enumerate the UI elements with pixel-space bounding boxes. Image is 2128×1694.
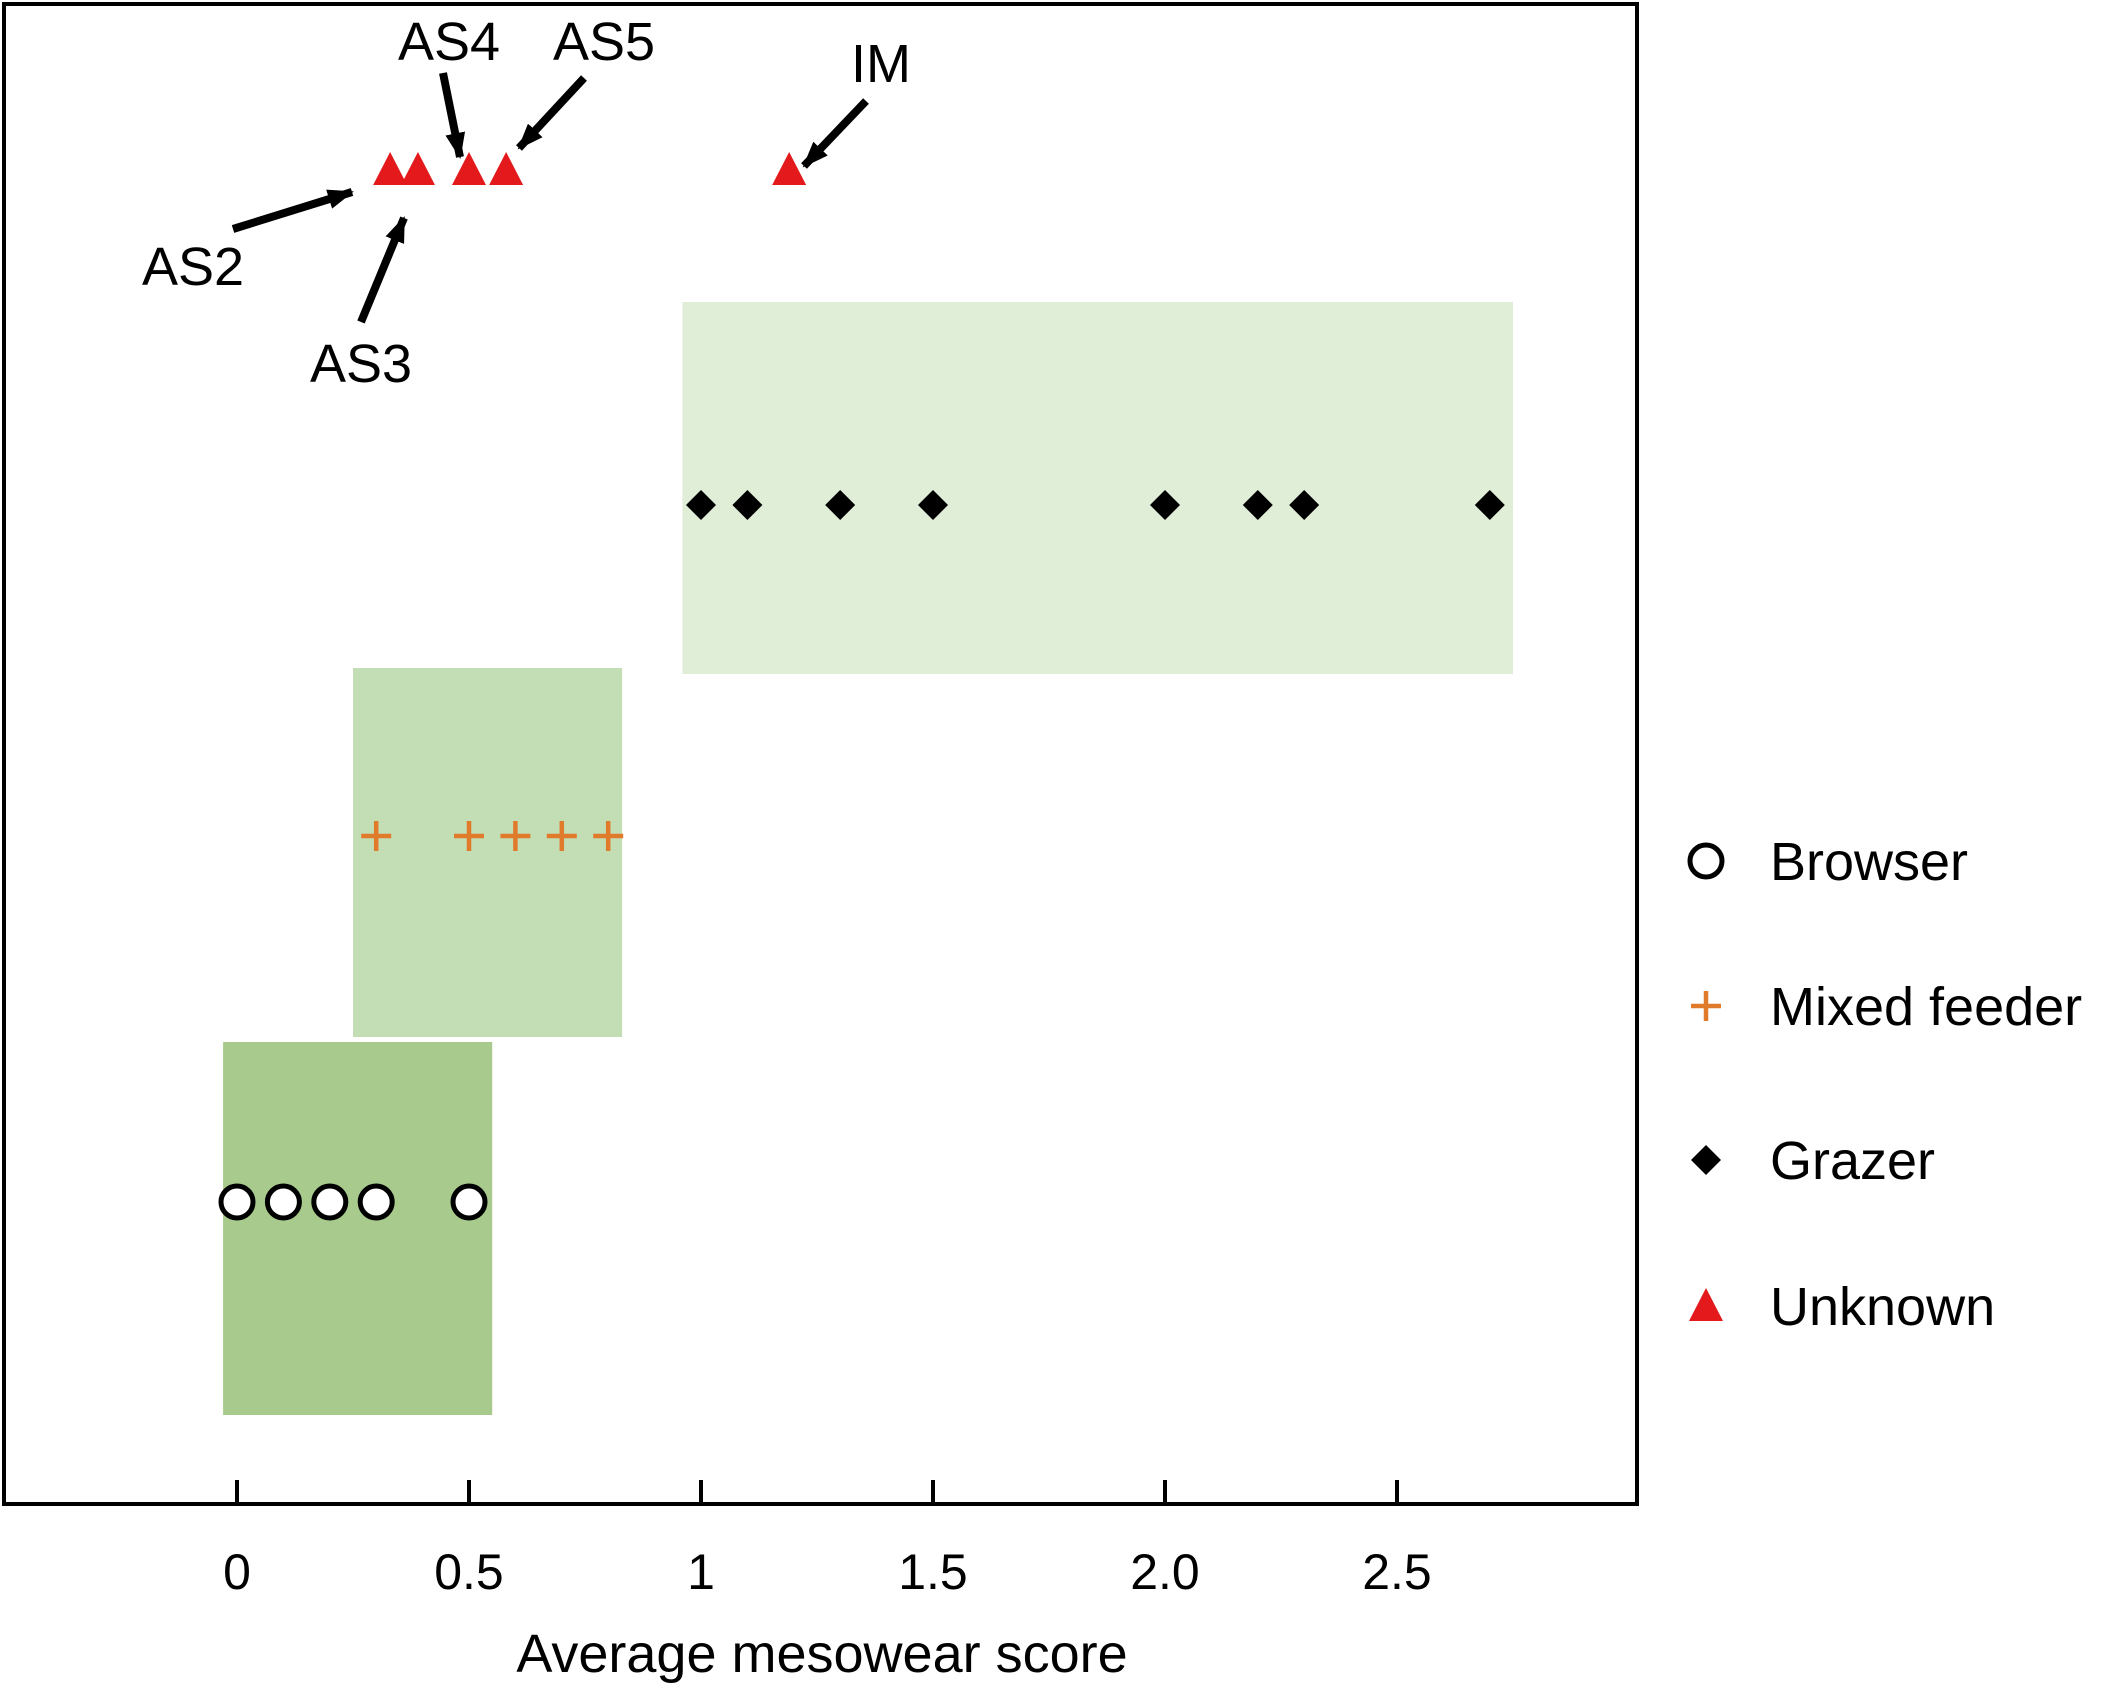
unknown-point bbox=[373, 152, 408, 185]
data-points bbox=[218, 152, 1505, 1221]
x-tick-label: 2.0 bbox=[1130, 1544, 1200, 1600]
annotation-arrow-as5 bbox=[516, 75, 587, 151]
legend-label-mixed-feeder: Mixed feeder bbox=[1770, 977, 2082, 1037]
grazer-point bbox=[1474, 490, 1505, 520]
unknown-point bbox=[452, 152, 486, 185]
legend-label-grazer: Grazer bbox=[1770, 1131, 1935, 1191]
grazer-point bbox=[918, 490, 948, 520]
shaded-ranges bbox=[223, 302, 1513, 1415]
legend: Browser Mixed feeder Grazer Unknown bbox=[1687, 832, 2082, 1337]
grazer-point bbox=[1289, 490, 1320, 520]
unknown-point bbox=[400, 152, 435, 185]
annotation-arrow-as2 bbox=[231, 188, 354, 233]
x-axis: 0 0.5 1 1.5 2.0 2.5 bbox=[223, 1480, 1432, 1600]
annotation-arrow-im bbox=[801, 98, 869, 169]
unknown-point bbox=[772, 152, 807, 185]
legend-label-browser: Browser bbox=[1770, 832, 1968, 892]
grazer-point bbox=[732, 490, 763, 520]
browser-point bbox=[357, 1183, 395, 1221]
x-tick-label: 1.5 bbox=[898, 1544, 968, 1600]
legend-marker-unknown bbox=[1689, 1288, 1723, 1321]
mixed-feeder-point bbox=[454, 821, 484, 851]
legend-marker-browser bbox=[1687, 842, 1725, 880]
x-axis-label: Average mesowear score bbox=[516, 1624, 1127, 1684]
annotations: AS2 AS3 AS4 AS5 IM bbox=[142, 12, 911, 394]
unknown-point bbox=[489, 152, 524, 185]
browser-point bbox=[311, 1183, 349, 1221]
browser-point bbox=[264, 1183, 302, 1221]
plot-frame bbox=[2, 2, 1639, 1506]
legend-marker-mixed-feeder bbox=[1691, 991, 1721, 1021]
x-tick-label: 0 bbox=[223, 1544, 251, 1600]
x-tick-label: 1 bbox=[687, 1544, 715, 1600]
grazer-point bbox=[686, 490, 716, 520]
browser-point bbox=[450, 1183, 488, 1221]
x-tick-label: 2.5 bbox=[1362, 1544, 1432, 1600]
range-browser bbox=[223, 1042, 493, 1415]
grazer-point bbox=[1242, 490, 1273, 520]
legend-marker-grazer bbox=[1691, 1145, 1721, 1175]
annotation-label-as3: AS3 bbox=[310, 334, 412, 394]
annotation-label-im: IM bbox=[851, 34, 911, 94]
grazer-point bbox=[1150, 490, 1180, 520]
mixed-feeder-point bbox=[593, 821, 624, 851]
annotation-arrow-as4 bbox=[439, 72, 466, 159]
annotation-label-as4: AS4 bbox=[398, 12, 500, 72]
annotation-arrow-as3 bbox=[357, 216, 408, 324]
legend-label-unknown: Unknown bbox=[1770, 1277, 1995, 1337]
browser-point bbox=[218, 1183, 256, 1221]
mixed-feeder-point bbox=[500, 821, 531, 851]
annotation-label-as2: AS2 bbox=[142, 237, 244, 297]
range-grazer bbox=[682, 302, 1513, 674]
x-tick-label: 0.5 bbox=[434, 1544, 504, 1600]
grazer-point bbox=[825, 490, 856, 520]
mixed-feeder-point bbox=[546, 821, 577, 851]
range-mixed-feeder bbox=[353, 668, 623, 1037]
annotation-label-as5: AS5 bbox=[553, 12, 655, 72]
mixed-feeder-point bbox=[361, 821, 392, 851]
